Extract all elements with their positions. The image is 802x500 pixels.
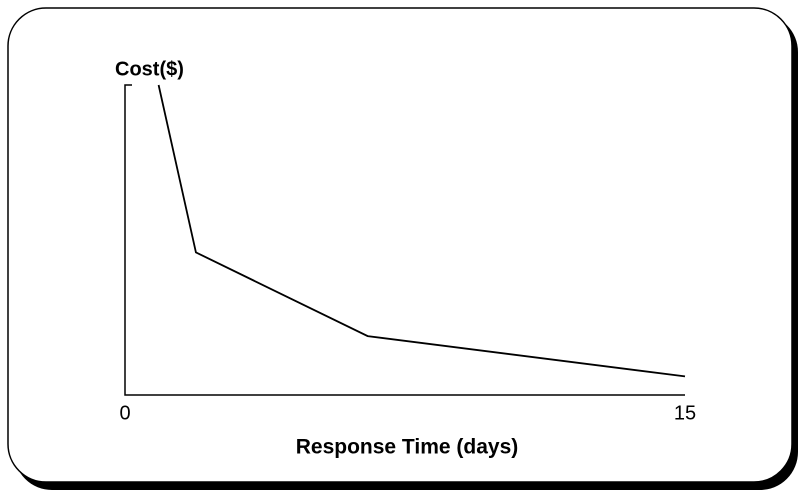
axes xyxy=(124,84,685,396)
cost-line xyxy=(157,84,686,378)
card xyxy=(7,7,793,483)
x-tick-label: 0 xyxy=(119,402,130,424)
chart-title: Cost($) xyxy=(115,58,184,80)
x-tick-label: 15 xyxy=(674,402,696,424)
x-axis-label: Response Time (days) xyxy=(296,436,519,459)
